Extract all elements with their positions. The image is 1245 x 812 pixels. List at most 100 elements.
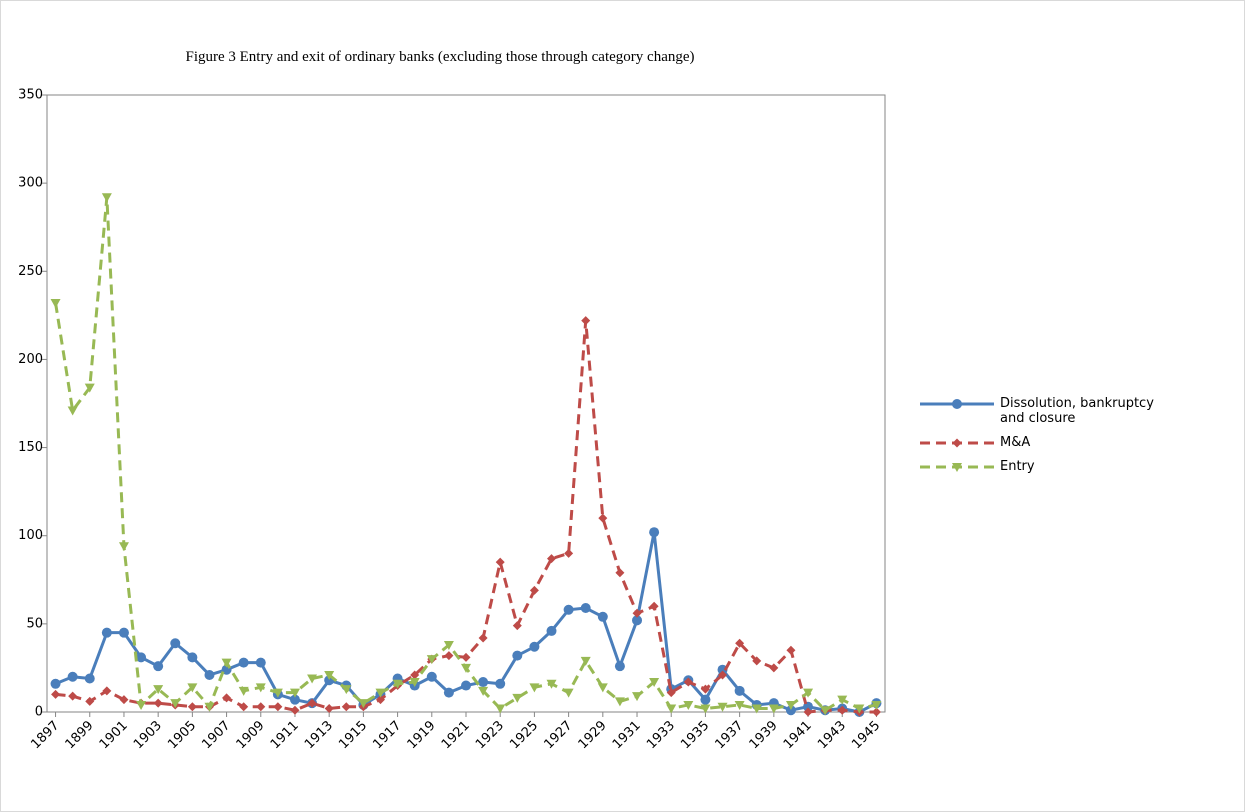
marker [529,641,540,652]
marker [153,661,164,672]
x-tick-label: 1903 [131,718,165,752]
marker [50,299,61,309]
marker [375,688,386,698]
marker [187,652,198,663]
marker [700,694,711,705]
marker [735,638,745,648]
marker [118,542,129,552]
legend-label: Entry [1000,459,1035,474]
marker [546,679,557,689]
marker [614,697,625,707]
marker [101,193,112,203]
marker [785,700,796,710]
x-tick-label: 1901 [97,718,131,752]
y-tick-label: 300 [18,176,43,191]
marker [478,686,489,696]
marker [683,677,693,687]
marker [238,657,249,668]
marker [952,399,962,409]
y-tick-label: 100 [18,528,43,543]
marker [529,683,540,693]
marker [409,678,420,688]
marker [101,627,112,638]
marker [769,663,779,673]
marker [136,700,147,710]
marker [837,705,847,715]
marker [614,661,625,672]
x-tick-label: 1915 [336,718,370,752]
x-tick-label: 1909 [234,718,268,752]
marker [478,677,489,688]
legend-label: Dissolution, bankruptcy and closure [1000,396,1154,426]
x-tick-label: 1911 [268,718,302,752]
chart-title: Figure 3 Entry and exit of ordinary bank… [185,49,694,65]
marker [598,513,608,523]
marker [649,678,660,688]
marker [187,683,198,693]
x-tick-label: 1923 [473,718,507,752]
x-tick-label: 1925 [507,718,541,752]
x-tick-label: 1935 [678,718,712,752]
marker [153,698,163,708]
marker [461,680,471,691]
marker [700,704,711,714]
marker [512,621,522,631]
marker [324,703,334,713]
legend: Dissolution, bankruptcy and closure M&A En… [918,396,1178,483]
x-tick-label: 1941 [781,718,815,752]
marker [820,706,831,716]
marker [222,693,232,703]
marker [871,707,881,717]
marker [952,463,962,472]
marker [632,615,643,626]
marker [289,694,300,705]
x-tick-label: 1897 [28,718,62,752]
marker [512,693,523,703]
marker [307,698,317,708]
marker [85,696,95,706]
marker [683,700,694,710]
y-tick-label: 250 [18,264,43,279]
marker [529,585,539,595]
x-tick-label: 1937 [712,718,746,752]
x-tick-label: 1945 [849,718,883,752]
x-tick-label: 1933 [644,718,678,752]
marker [443,641,454,651]
marker [632,608,642,618]
legend-item: M&A [918,435,1178,450]
x-tick-label: 1921 [439,718,473,752]
marker [341,702,351,712]
series-line [54,197,877,713]
marker [443,687,454,698]
marker [495,557,505,567]
marker [255,657,266,668]
marker [187,702,197,712]
marker [307,674,318,684]
marker [649,527,660,538]
marker [803,701,814,712]
marker [854,704,865,714]
x-tick-label: 1917 [370,718,404,752]
marker [324,670,335,680]
marker [717,702,728,712]
x-tick-label: 1929 [576,718,610,752]
marker [272,688,283,698]
marker [67,406,78,416]
marker [255,683,266,693]
marker [68,691,78,701]
marker [410,670,420,680]
marker [461,652,471,662]
marker [718,670,728,680]
x-tick-label: 1919 [405,718,439,752]
marker [512,650,523,661]
x-tick-label: 1939 [747,718,781,752]
marker [597,683,608,693]
legend-item: Entry [918,459,1178,474]
marker [273,702,283,712]
legend-swatch [920,399,994,409]
x-tick-label: 1931 [610,718,644,752]
marker [632,692,643,702]
marker [751,704,762,714]
